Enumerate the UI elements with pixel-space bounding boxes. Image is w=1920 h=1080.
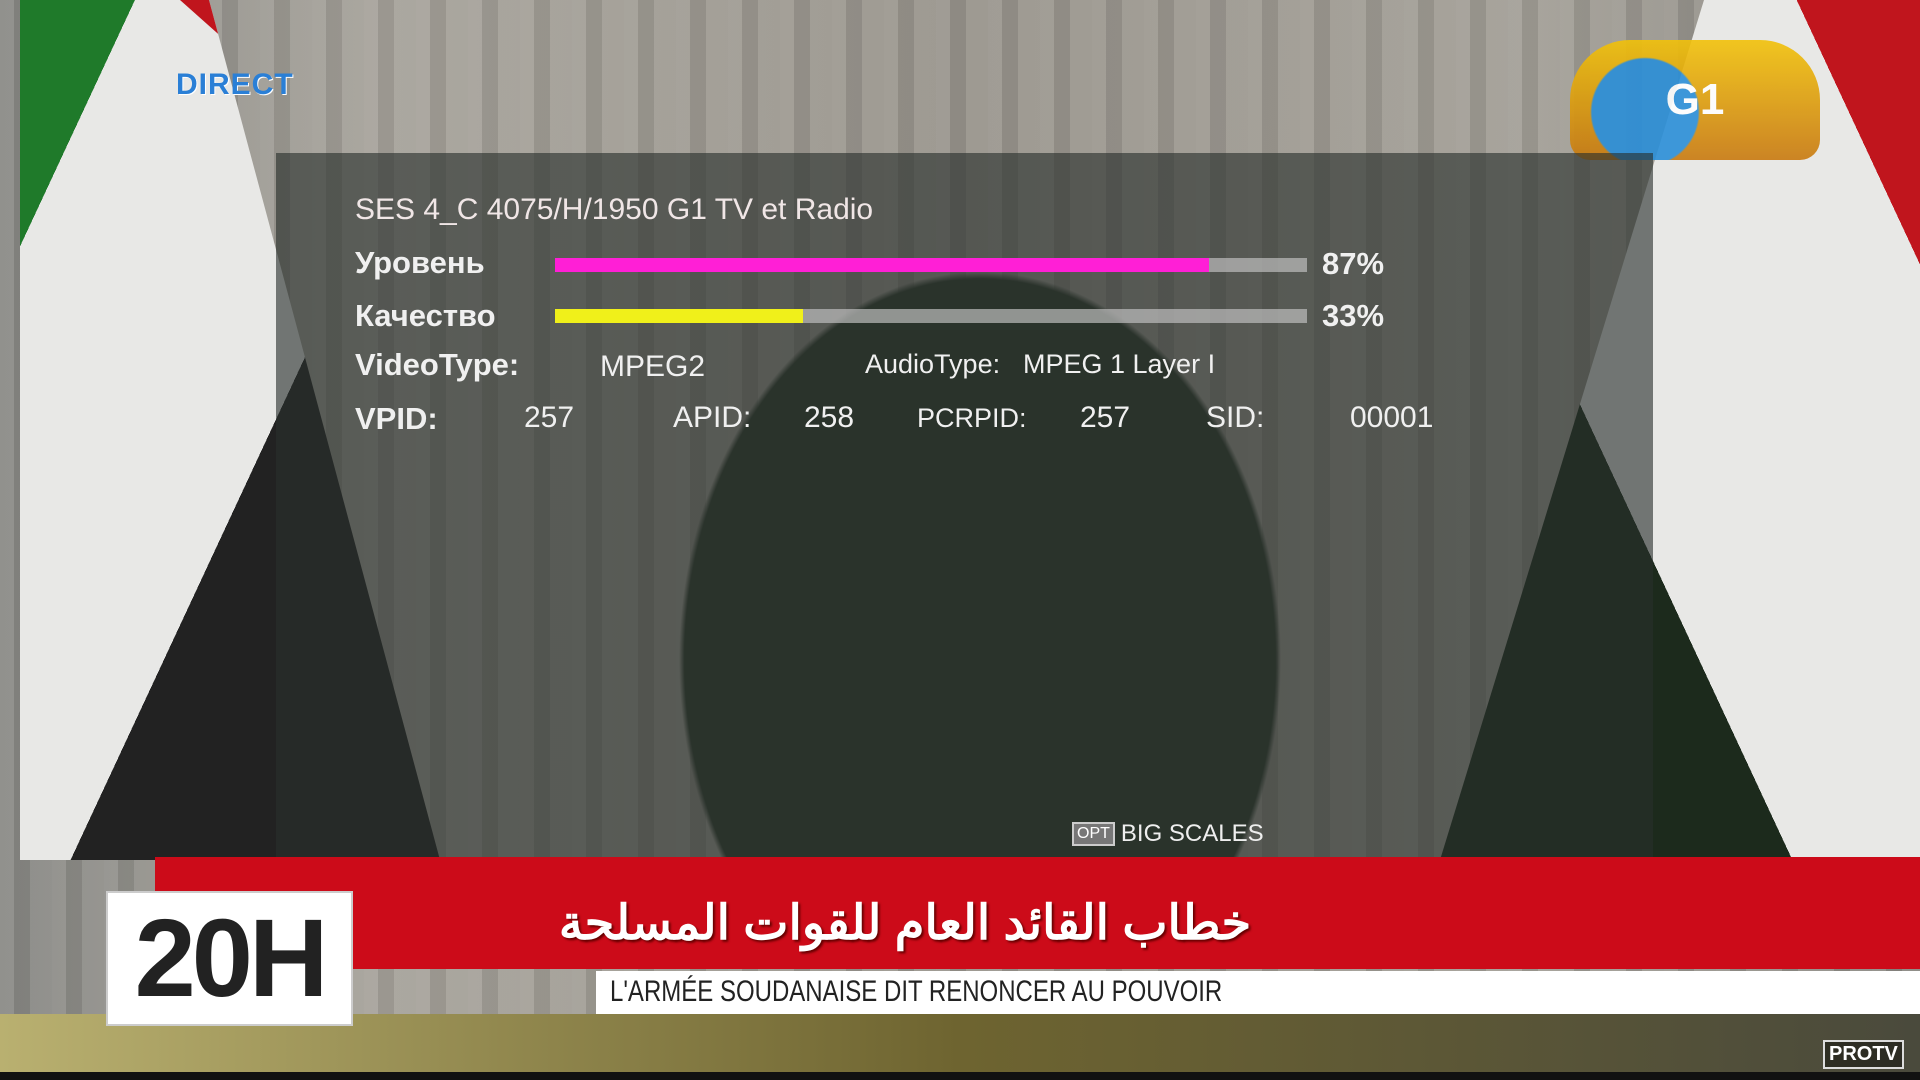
video-type-label: VideoType: [355,347,520,382]
sid-label: SID: [1206,401,1265,434]
big-scales-hint[interactable]: OPT BIG SCALES [1072,820,1264,848]
headline-band [155,857,1920,969]
bottom-border [0,1072,1920,1080]
news-ticker: L'ARMÉE SOUDANAISE DIT RENONCER AU POUVO… [610,975,1223,1008]
level-value: 87% [1322,246,1385,281]
quality-bar [555,309,1307,323]
headline-arabic: خطاب القائد العام للقوات المسلحة [558,897,1252,950]
video-type-value: MPEG2 [600,350,706,383]
audio-type-value: MPEG 1 Layer I [1023,349,1216,379]
sid-value: 00001 [1350,401,1434,434]
quality-label: Качество [355,298,496,333]
level-bar [555,258,1307,272]
level-bar-fill [555,258,1210,272]
pcrpid-value: 257 [1080,401,1131,434]
opt-key-icon: OPT [1072,822,1115,846]
apid-label: APID: [673,401,752,434]
level-label: Уровень [355,245,485,280]
channel-logo: G1 [1570,40,1820,160]
transponder-title: SES 4_C 4075/H/1950 G1 TV et Radio [355,193,874,226]
pcrpid-label: PCRPID: [917,403,1027,433]
audio-type-label: AudioType: [865,349,1001,379]
time-box: 20H [106,891,353,1026]
big-scales-label: BIG SCALES [1120,820,1264,847]
vpid-label: VPID: [355,401,438,436]
vpid-value: 257 [524,401,575,434]
quality-bar-fill [555,309,804,323]
apid-value: 258 [804,401,855,434]
ticker-band [596,971,1920,1014]
signal-info-panel [276,153,1653,900]
quality-value: 33% [1322,298,1385,333]
direct-label: DIRECT [176,68,294,101]
protv-watermark: PROTV [1823,1040,1904,1069]
